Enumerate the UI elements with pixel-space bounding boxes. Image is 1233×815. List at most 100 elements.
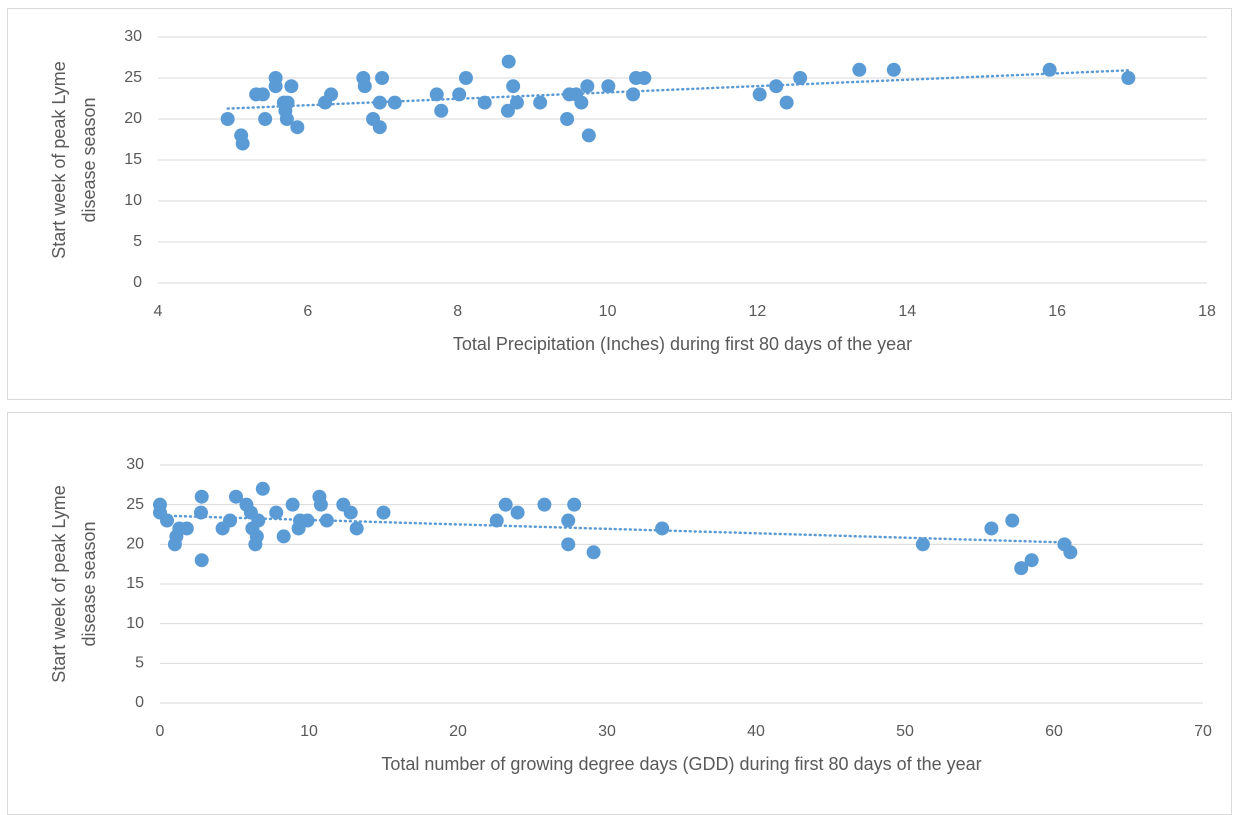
x-tick-label: 10 [300, 723, 318, 740]
x-tick-label: 4 [154, 303, 163, 320]
y-tick-label: 20 [126, 536, 144, 553]
point [228, 489, 243, 504]
point [984, 521, 999, 536]
y-axis-label: Start week of peak Lyme [49, 485, 69, 682]
point [537, 497, 552, 512]
point [574, 95, 589, 110]
x-tick-label: 8 [453, 303, 462, 320]
point [160, 513, 175, 528]
point [249, 529, 264, 544]
point [255, 87, 270, 102]
point [567, 497, 582, 512]
point [313, 497, 328, 512]
point [179, 521, 194, 536]
point [193, 505, 208, 520]
x-tick-label: 6 [303, 303, 312, 320]
point [1042, 62, 1057, 77]
point [477, 95, 492, 110]
x-tick-label: 40 [747, 723, 765, 740]
point [458, 71, 473, 85]
point [637, 71, 652, 85]
x-tick-label: 0 [156, 723, 165, 740]
x-tick-label: 50 [896, 723, 914, 740]
point [500, 103, 515, 118]
point [319, 513, 334, 528]
point [220, 112, 235, 126]
x-tick-label: 20 [449, 723, 467, 740]
y-tick-label: 25 [126, 496, 144, 513]
chart-frame [7, 8, 1232, 400]
point [387, 95, 402, 110]
point [194, 489, 209, 504]
point [324, 87, 339, 102]
x-axis-label: Total Precipitation (Inches) during firs… [453, 334, 912, 354]
point [276, 529, 291, 544]
y-tick-label: 15 [126, 575, 144, 592]
point [434, 103, 449, 118]
point [357, 79, 372, 94]
point [251, 513, 266, 528]
y-tick-label: 10 [124, 192, 142, 209]
point [280, 95, 295, 110]
y-tick-label: 15 [124, 151, 142, 168]
point [489, 513, 504, 528]
point [769, 79, 784, 94]
point [510, 505, 525, 520]
x-tick-label: 14 [898, 303, 916, 320]
point [429, 87, 444, 102]
point [235, 136, 250, 151]
point [561, 537, 576, 552]
x-tick-label: 60 [1045, 723, 1063, 740]
x-tick-label: 18 [1198, 303, 1216, 320]
point [626, 87, 641, 102]
point [285, 497, 300, 512]
point [1005, 513, 1020, 528]
x-axis-label: Total number of growing degree days (GDD… [381, 754, 981, 774]
point [561, 513, 576, 528]
y-tick-label: 30 [124, 28, 142, 45]
y-tick-label: 30 [126, 456, 144, 473]
y-tick-label: 0 [135, 694, 144, 711]
point [533, 95, 548, 110]
y-axis-label: Start week of peak Lyme [49, 61, 69, 258]
point [498, 497, 513, 512]
point [501, 54, 516, 69]
point [586, 545, 601, 560]
point [258, 112, 273, 126]
point [581, 128, 596, 143]
y-tick-label: 5 [133, 233, 142, 250]
y-tick-label: 20 [124, 110, 142, 127]
point [268, 79, 283, 94]
x-tick-label: 30 [598, 723, 616, 740]
x-tick-label: 12 [749, 303, 767, 320]
point [886, 62, 901, 77]
y-axis-label: disease season [79, 97, 99, 222]
point [372, 95, 387, 110]
x-tick-label: 16 [1048, 303, 1066, 320]
point [290, 120, 305, 135]
point [1024, 553, 1039, 568]
point [793, 71, 808, 85]
point [255, 481, 270, 496]
point [284, 79, 299, 94]
y-tick-label: 25 [124, 69, 142, 86]
x-tick-label: 10 [599, 303, 617, 320]
point [779, 95, 794, 110]
point [269, 505, 284, 520]
point [601, 79, 616, 94]
point [1063, 545, 1078, 560]
y-tick-label: 5 [135, 655, 144, 672]
point [223, 513, 238, 528]
point [506, 79, 521, 94]
point [509, 95, 524, 110]
point [300, 513, 315, 528]
y-tick-label: 10 [126, 615, 144, 632]
point [655, 521, 670, 536]
point [376, 505, 391, 520]
point [580, 79, 595, 94]
x-tick-label: 70 [1194, 723, 1212, 740]
point [375, 71, 390, 85]
point [1014, 561, 1029, 576]
y-tick-label: 0 [133, 274, 142, 291]
